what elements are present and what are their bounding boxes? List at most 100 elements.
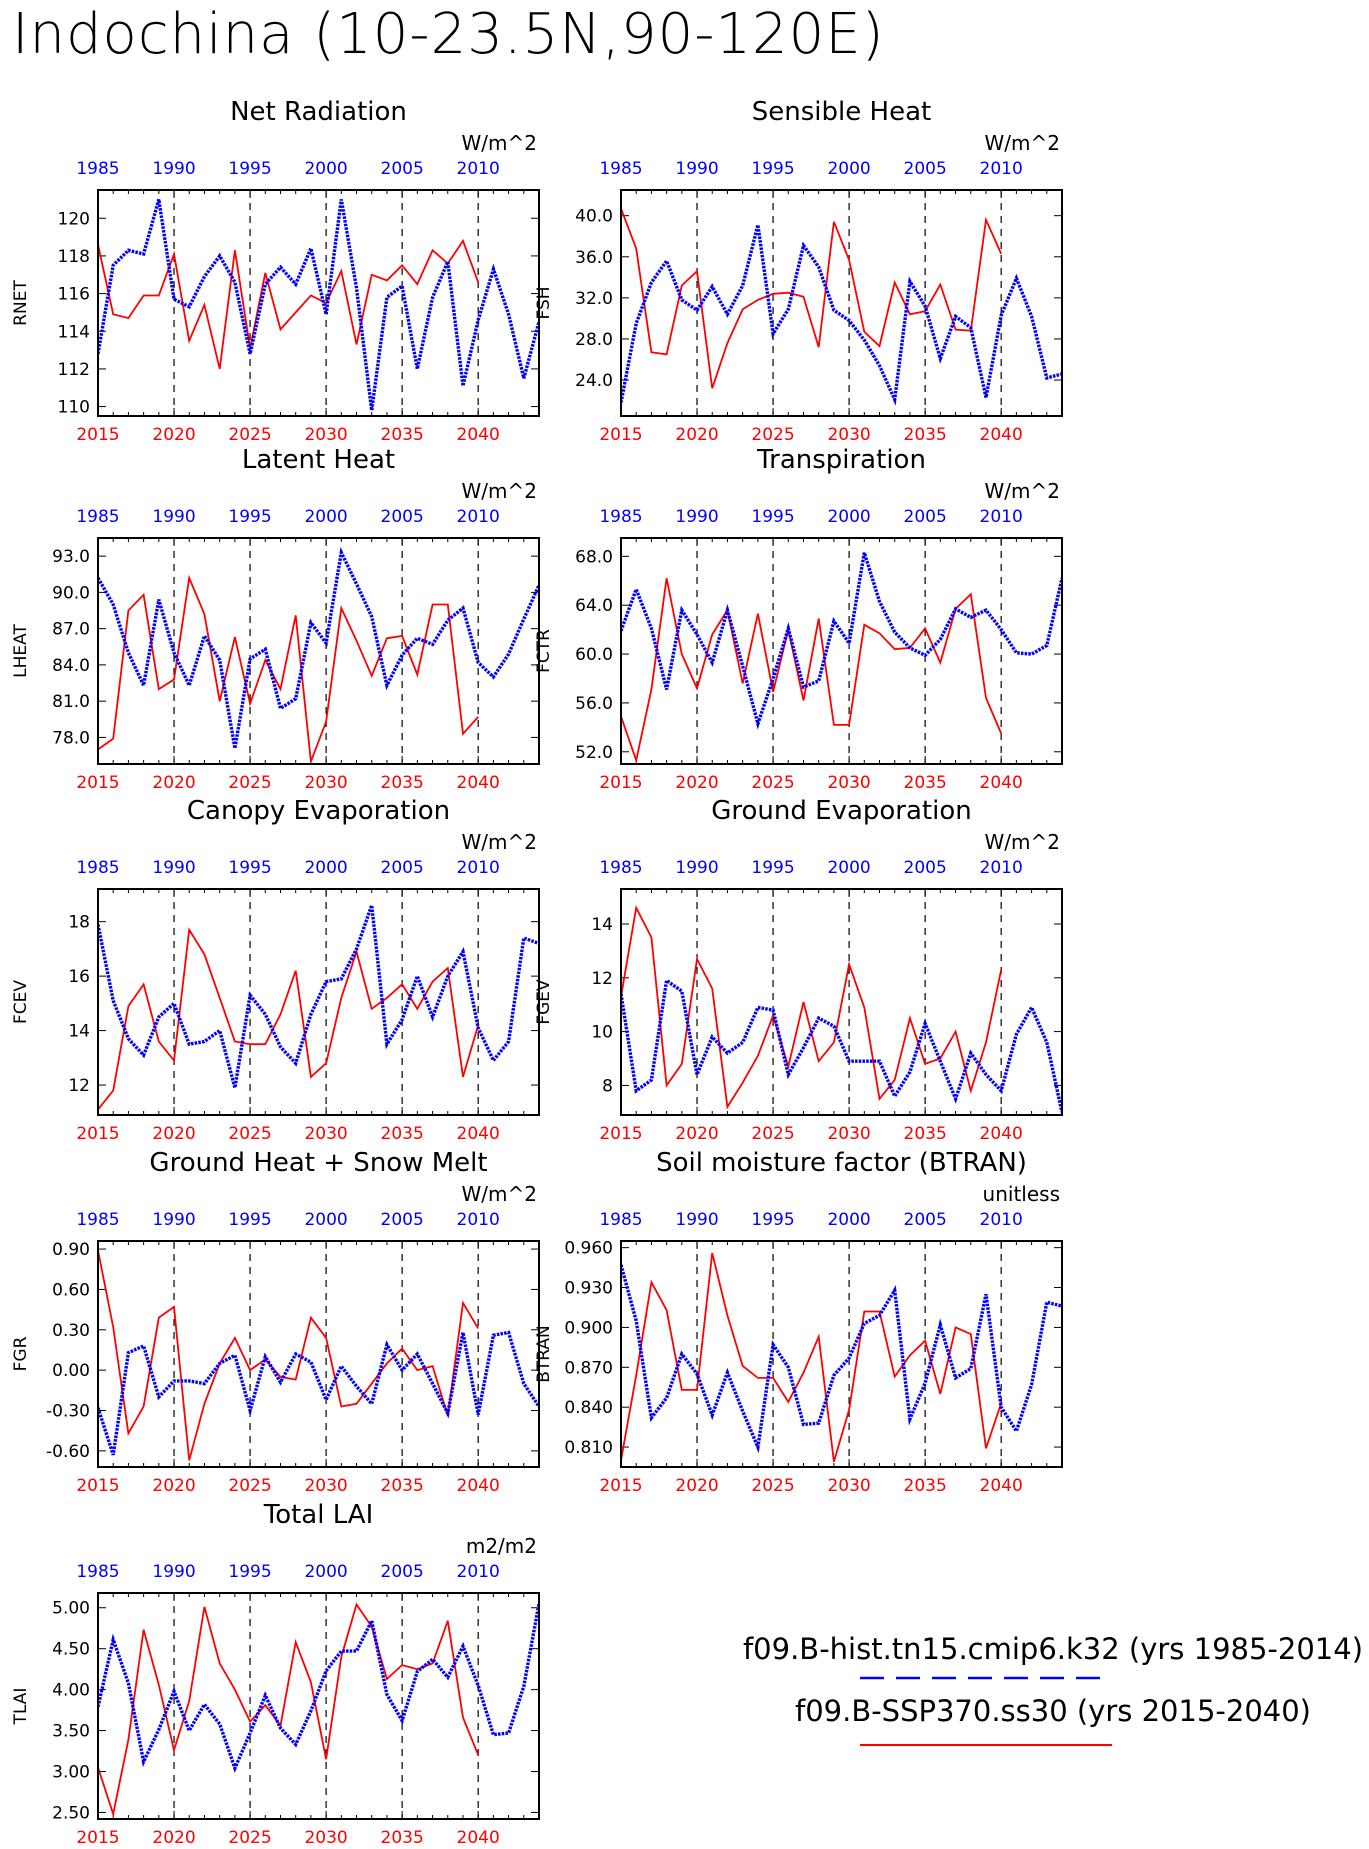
- top-axis-tick-label: 2005: [381, 507, 424, 527]
- top-axis-tick-label: 2010: [980, 507, 1023, 527]
- chart-panel-fcev: Canopy Evaporation W/m^2 FCEV 1985 1990 1995 2…: [11, 796, 540, 1144]
- chart-panel-fsh: Sensible Heat W/m^2 FSH 1985 1990 1995 2000 200…: [534, 97, 1063, 445]
- bottom-axis-tick-label: 2020: [675, 1476, 718, 1496]
- bottom-axis-tick-label: 2040: [980, 1124, 1023, 1144]
- top-axis-tick-label: 1995: [228, 1210, 271, 1230]
- legend-hist-label: f09.B-hist.tn15.cmip6.k32 (yrs 1985-2014…: [743, 1632, 1363, 1666]
- series-line-historical: [98, 904, 539, 1089]
- plot-frame: [620, 888, 1063, 1116]
- top-axis-tick-label: 1985: [76, 1562, 119, 1582]
- units-label: W/m^2: [462, 830, 537, 854]
- bottom-axis-tick-label: 2015: [76, 425, 119, 445]
- bottom-axis-tick-label: 2030: [304, 1476, 347, 1496]
- top-axis-tick-label: 1995: [751, 858, 794, 878]
- chart-panel-fgev: Ground Evaporation W/m^2 FGEV 1985 1990 1995 2…: [534, 796, 1063, 1144]
- y-tick-label: 68.0: [575, 547, 613, 567]
- y-tick-label: 3.00: [52, 1763, 90, 1783]
- bottom-axis-tick-label: 2040: [457, 773, 500, 793]
- units-label: W/m^2: [462, 1182, 537, 1206]
- y-tick-label: 32.0: [575, 289, 613, 309]
- bottom-axis-tick-label: 2030: [827, 773, 870, 793]
- y-tick-label: 90.0: [52, 583, 90, 603]
- top-axis-tick-label: 1985: [76, 507, 119, 527]
- y-tick-label: 16: [68, 967, 90, 987]
- y-tick-label: 120: [58, 209, 90, 229]
- y-tick-label: 4.50: [52, 1640, 90, 1660]
- top-axis-tick-label: 2005: [904, 1210, 947, 1230]
- y-tick-label: 112: [58, 360, 90, 380]
- page-title: Indochina (10-23.5N,90-120E): [12, 2, 885, 67]
- y-tick-label: 78.0: [52, 728, 90, 748]
- units-label: m2/m2: [466, 1534, 537, 1558]
- y-tick-label: 87.0: [52, 620, 90, 640]
- bottom-axis-tick-label: 2015: [599, 425, 642, 445]
- plot-frame: [97, 1592, 540, 1820]
- bottom-axis-tick-label: 2020: [152, 1476, 195, 1496]
- legend-ssp-label: f09.B-SSP370.ss30 (yrs 2015-2040): [795, 1694, 1311, 1728]
- y-axis-label: RNET: [11, 280, 31, 326]
- y-tick-label: 0.30: [52, 1321, 90, 1341]
- top-axis-tick-label: 1995: [751, 1210, 794, 1230]
- units-label: W/m^2: [462, 479, 537, 503]
- bottom-axis-tick-label: 2025: [228, 773, 271, 793]
- chart-panel-fgr: Ground Heat + Snow Melt W/m^2 FGR 1985 1990 1…: [11, 1148, 540, 1496]
- bottom-axis-tick-label: 2025: [751, 1476, 794, 1496]
- top-axis-tick-label: 1985: [599, 507, 642, 527]
- bottom-axis-tick-label: 2020: [675, 1124, 718, 1144]
- y-tick-label: 118: [58, 247, 90, 267]
- y-tick-label: 14: [68, 1022, 90, 1042]
- y-axis-label: FCEV: [11, 980, 31, 1024]
- top-axis-tick-label: 2005: [381, 159, 424, 179]
- top-axis-tick-label: 2005: [904, 858, 947, 878]
- bottom-axis-tick-label: 2015: [76, 1124, 119, 1144]
- chart-title: Latent Heat: [242, 445, 395, 475]
- chart-title: Transpiration: [756, 445, 926, 475]
- bottom-axis-tick-label: 2015: [599, 1476, 642, 1496]
- plot-frame: [620, 537, 1063, 765]
- bottom-axis-tick-label: 2030: [827, 1124, 870, 1144]
- bottom-axis-tick-label: 2020: [152, 1828, 195, 1848]
- bottom-axis-tick-label: 2025: [751, 425, 794, 445]
- y-tick-label: 60.0: [575, 645, 613, 665]
- bottom-axis-tick-label: 2015: [76, 1476, 119, 1496]
- top-axis-tick-label: 2000: [304, 1210, 347, 1230]
- y-tick-label: 116: [58, 285, 90, 305]
- series-line-historical: [621, 552, 1062, 730]
- bottom-axis-tick-label: 2030: [827, 1476, 870, 1496]
- top-axis-tick-label: 2005: [904, 159, 947, 179]
- units-label: W/m^2: [985, 131, 1060, 155]
- chart-panel-btran: Soil moisture factor (BTRAN) unitless BTRA…: [534, 1148, 1063, 1496]
- series-line-historical: [98, 198, 539, 411]
- bottom-axis-tick-label: 2035: [904, 1476, 947, 1496]
- top-axis-tick-label: 1995: [228, 507, 271, 527]
- series-line-ssp370: [98, 1602, 480, 1818]
- legend: f09.B-hist.tn15.cmip6.k32 (yrs 1985-2014…: [743, 1632, 1363, 1746]
- top-axis-tick-label: 2010: [457, 1210, 500, 1230]
- series-line-historical: [621, 977, 1062, 1113]
- bottom-axis-tick-label: 2030: [304, 773, 347, 793]
- series-line-ssp370: [621, 1252, 1003, 1462]
- top-axis-tick-label: 2005: [381, 1562, 424, 1582]
- bottom-axis-tick-label: 2020: [152, 1124, 195, 1144]
- units-label: unitless: [983, 1182, 1060, 1206]
- y-axis-label: TLAI: [11, 1688, 31, 1726]
- y-tick-label: 0.60: [52, 1280, 90, 1300]
- bottom-axis-tick-label: 2025: [751, 1124, 794, 1144]
- bottom-axis-tick-label: 2040: [980, 773, 1023, 793]
- y-axis-label: FCTR: [534, 629, 554, 673]
- bottom-axis-tick-label: 2030: [304, 425, 347, 445]
- top-axis-tick-label: 2005: [381, 858, 424, 878]
- y-axis-label: FGR: [11, 1336, 31, 1371]
- bottom-axis-tick-label: 2025: [228, 1476, 271, 1496]
- y-tick-label: -0.60: [46, 1442, 90, 1462]
- y-tick-label: 3.50: [52, 1722, 90, 1742]
- top-axis-tick-label: 1990: [675, 507, 718, 527]
- series-line-ssp370: [98, 1250, 479, 1461]
- top-axis-tick-label: 2010: [457, 159, 500, 179]
- bottom-axis-tick-label: 2025: [228, 425, 271, 445]
- bottom-axis-tick-label: 2040: [457, 425, 500, 445]
- series-line-ssp370: [98, 927, 480, 1111]
- bottom-axis-tick-label: 2030: [827, 425, 870, 445]
- top-axis-tick-label: 1995: [228, 858, 271, 878]
- y-tick-label: 110: [58, 398, 90, 418]
